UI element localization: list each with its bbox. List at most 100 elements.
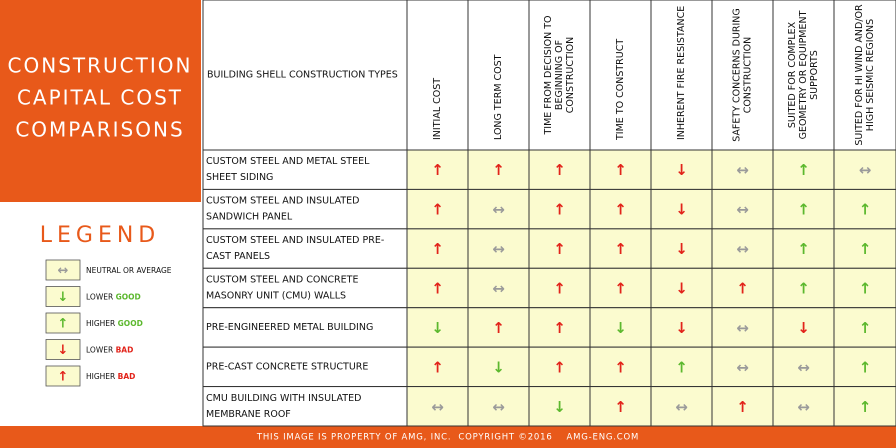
cell-symbol: ↑ <box>614 240 627 258</box>
cell <box>772 386 835 427</box>
cell-symbol: ↑ <box>431 358 444 376</box>
cell-symbol: ↓ <box>675 319 688 337</box>
column-header: SUITED FOR HI WIND AND/OR <box>854 4 865 146</box>
cell <box>406 188 469 230</box>
cell-symbol: ↑ <box>614 280 627 298</box>
row-name: CUSTOM STEEL AND INSULATED PRE- <box>206 235 384 246</box>
cell-symbol: ↓ <box>675 280 688 298</box>
column-header: TIME FROM DECISION TO <box>543 15 554 135</box>
header-cell <box>528 0 591 151</box>
row-name: SHEET SIDING <box>206 172 273 183</box>
header-cell <box>589 0 652 151</box>
cell <box>711 228 774 269</box>
cell <box>650 346 713 388</box>
cell <box>467 228 530 269</box>
cell-symbol: ↑ <box>553 280 566 298</box>
legend-label: NEUTRAL OR AVERAGE <box>86 266 172 275</box>
cell-symbol: ↔ <box>675 398 688 416</box>
cell-symbol: ↑ <box>553 161 566 179</box>
cell <box>711 188 774 230</box>
cell-symbol: ↑ <box>614 201 627 219</box>
column-header: GEOMETRY OR EQUIPMENT <box>798 10 809 139</box>
legend-emphasis: BAD <box>118 372 136 381</box>
column-header: CONSTRUCTION <box>743 37 754 113</box>
legend-box <box>45 365 81 387</box>
legend-label-text: LOWER <box>86 346 113 355</box>
row-name-cell <box>202 188 408 230</box>
cell <box>833 386 896 427</box>
cell-symbol: ↑ <box>431 240 444 258</box>
panel-title: CAPITAL COST <box>17 86 183 110</box>
cell <box>528 386 591 427</box>
legend-box <box>45 312 81 334</box>
cell <box>650 228 713 269</box>
cell <box>772 188 835 230</box>
cell-symbol: ↔ <box>736 201 749 219</box>
cell-symbol: ↓ <box>492 358 505 376</box>
cell <box>833 149 896 190</box>
title-panel <box>0 0 201 202</box>
cell <box>772 267 835 309</box>
cell-symbol: ↑ <box>859 398 872 416</box>
panel-title: CONSTRUCTION <box>8 54 193 78</box>
cell-symbol: ↔ <box>736 161 749 179</box>
cell-symbol: ↔ <box>736 240 749 258</box>
cell-symbol: ↔ <box>492 398 505 416</box>
header-cell <box>711 0 774 151</box>
legend-label: LOWER GOOD <box>86 293 141 302</box>
cell-symbol: ↑ <box>675 358 688 376</box>
cell-symbol: ↑ <box>736 398 749 416</box>
cell <box>833 307 896 348</box>
header-cell <box>467 0 530 151</box>
cell <box>528 346 591 388</box>
row-name: MASONRY UNIT (CMU) WALLS <box>206 291 346 302</box>
cell-symbol: ↓ <box>675 201 688 219</box>
cell-symbol: ↑ <box>492 319 505 337</box>
cell-symbol: ↔ <box>797 358 810 376</box>
cell-symbol: ↓ <box>431 319 444 337</box>
footer-bar <box>0 426 896 448</box>
row-name-cell <box>202 386 408 427</box>
cell-symbol: ↑ <box>797 240 810 258</box>
cell-symbol: ↑ <box>431 280 444 298</box>
cell <box>406 228 469 269</box>
cell <box>833 188 896 230</box>
cell <box>833 346 896 388</box>
cell <box>711 386 774 427</box>
cell <box>711 346 774 388</box>
column-header: SAFETY CONCERNS DURING <box>732 8 743 142</box>
cell <box>589 386 652 427</box>
header-cell <box>772 0 835 151</box>
cell-symbol: ↓ <box>675 240 688 258</box>
header-cell <box>406 0 469 151</box>
cell-symbol: ↑ <box>859 358 872 376</box>
legend-label-text: NEUTRAL OR AVERAGE <box>86 266 172 275</box>
cell <box>833 228 896 269</box>
legend-label-text: HIGHER <box>86 319 115 328</box>
cell <box>589 228 652 269</box>
column-header: SUITED FOR COMPLEX <box>787 21 798 128</box>
row-name: SANDWICH PANEL <box>206 212 293 223</box>
row-name: CUSTOM STEEL AND INSULATED <box>206 196 360 207</box>
legend-label: HIGHER BAD <box>86 372 135 381</box>
column-header: SUPPORTS <box>809 50 820 100</box>
cell-symbol: ↑ <box>492 161 505 179</box>
legend-label: HIGHER GOOD <box>86 319 143 328</box>
legend-label-text: LOWER <box>86 293 113 302</box>
cell-symbol: ↑ <box>614 398 627 416</box>
cell-symbol: ↔ <box>797 398 810 416</box>
row-header: BUILDING SHELL CONSTRUCTION TYPES <box>207 70 398 81</box>
cell-symbol: ↑ <box>614 161 627 179</box>
cell <box>467 188 530 230</box>
cell <box>406 149 469 190</box>
cell-symbol: ↔ <box>492 240 505 258</box>
cell-symbol: ↑ <box>859 201 872 219</box>
row-name: CMU BUILDING WITH INSULATED <box>206 393 361 404</box>
panel-title: COMPARISONS <box>15 118 184 142</box>
cell-symbol: ↓ <box>614 319 627 337</box>
cell-symbol: ↑ <box>859 280 872 298</box>
row-name-cell <box>202 346 408 388</box>
cell <box>467 386 530 427</box>
header-cell <box>202 0 408 151</box>
